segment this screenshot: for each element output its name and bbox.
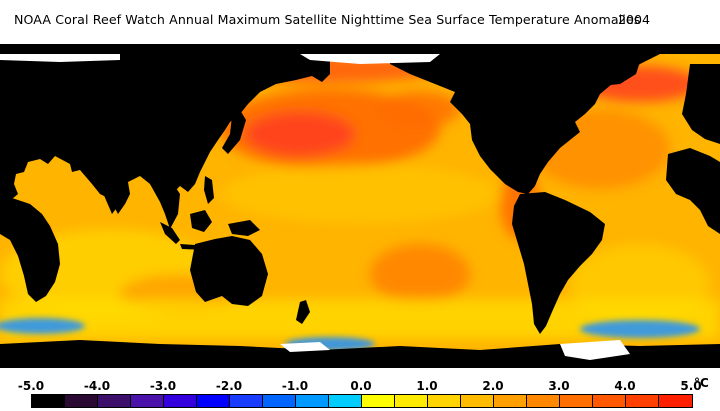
ice-antarctic-weddell <box>560 340 630 360</box>
arctic-cap <box>0 44 720 54</box>
land-europe-east <box>682 64 720 144</box>
cold-patch-weddell <box>580 320 700 338</box>
legend-color-swatch <box>395 395 428 407</box>
legend-color-swatch <box>131 395 164 407</box>
color-legend: -5.0 -4.0 -3.0 -2.0 -1.0 0.0 1.0 2.0 3.0 4.0 5.0 °C <box>0 368 720 411</box>
ice-arctic-left <box>0 54 120 62</box>
ice-arctic-pacific <box>300 54 440 64</box>
legend-tick-label: -3.0 <box>149 379 177 393</box>
legend-tick-label: -4.0 <box>83 379 111 393</box>
land-africa-west <box>666 148 720 234</box>
legend-color-swatch <box>329 395 362 407</box>
land-australia <box>190 236 268 306</box>
legend-color-swatch <box>197 395 230 407</box>
land-antarctica <box>0 340 720 368</box>
legend-color-swatch <box>32 395 65 407</box>
legend-color-swatch <box>98 395 131 407</box>
cold-patch-south-indian <box>0 318 85 334</box>
legend-tick-label: 4.0 <box>614 379 636 393</box>
land-new-guinea <box>228 220 260 236</box>
sst-anomaly-map <box>0 44 720 368</box>
legend-tick-label: 2.0 <box>482 379 504 393</box>
land-japan <box>222 110 246 154</box>
land-eurasia-west <box>0 54 330 214</box>
land-philippines <box>204 176 214 204</box>
legend-color-swatch <box>560 395 593 407</box>
legend-color-swatch <box>65 395 98 407</box>
land-new-zealand <box>296 300 310 324</box>
cool-central-pacific <box>220 164 500 224</box>
warm-gulf-alaska <box>380 91 460 127</box>
land-north-america <box>390 54 660 194</box>
legend-tick-label: -1.0 <box>281 379 309 393</box>
map-title: NOAA Coral Reef Watch Annual Maximum Sat… <box>14 12 641 27</box>
legend-color-swatch <box>527 395 560 407</box>
legend-tick-label: 0.0 <box>350 379 372 393</box>
land-africa <box>0 194 60 302</box>
legend-tick-label: -5.0 <box>17 379 45 393</box>
legend-color-swatch <box>593 395 626 407</box>
legend-color-swatch <box>494 395 527 407</box>
sea-ice <box>0 54 630 360</box>
land-sumatra <box>160 222 180 244</box>
land-indochina <box>150 179 180 229</box>
land-masses <box>0 44 720 368</box>
legend-unit-label: °C <box>694 376 709 390</box>
legend-color-swatch <box>164 395 197 407</box>
warm-south-pacific <box>370 244 470 304</box>
legend-color-swatch <box>461 395 494 407</box>
land-india <box>100 172 128 214</box>
legend-color-swatch <box>296 395 329 407</box>
legend-color-swatch <box>659 395 692 407</box>
land-borneo <box>190 210 212 232</box>
legend-color-swatch <box>230 395 263 407</box>
legend-color-swatch <box>626 395 659 407</box>
legend-tick-label: 3.0 <box>548 379 570 393</box>
land-greenland <box>588 54 640 86</box>
legend-tick-label: 1.0 <box>416 379 438 393</box>
hot-kuroshio <box>245 112 355 156</box>
ice-antarctic-ross <box>280 342 330 352</box>
legend-color-swatch <box>428 395 461 407</box>
legend-tick-label: 5.0 <box>680 379 702 393</box>
land-south-america <box>512 192 605 334</box>
legend-color-bar <box>31 394 693 408</box>
title-band: NOAA Coral Reef Watch Annual Maximum Sat… <box>0 0 720 44</box>
legend-color-swatch <box>362 395 395 407</box>
legend-color-swatch <box>263 395 296 407</box>
map-year: 2004 <box>618 12 651 27</box>
legend-tick-label: -2.0 <box>215 379 243 393</box>
